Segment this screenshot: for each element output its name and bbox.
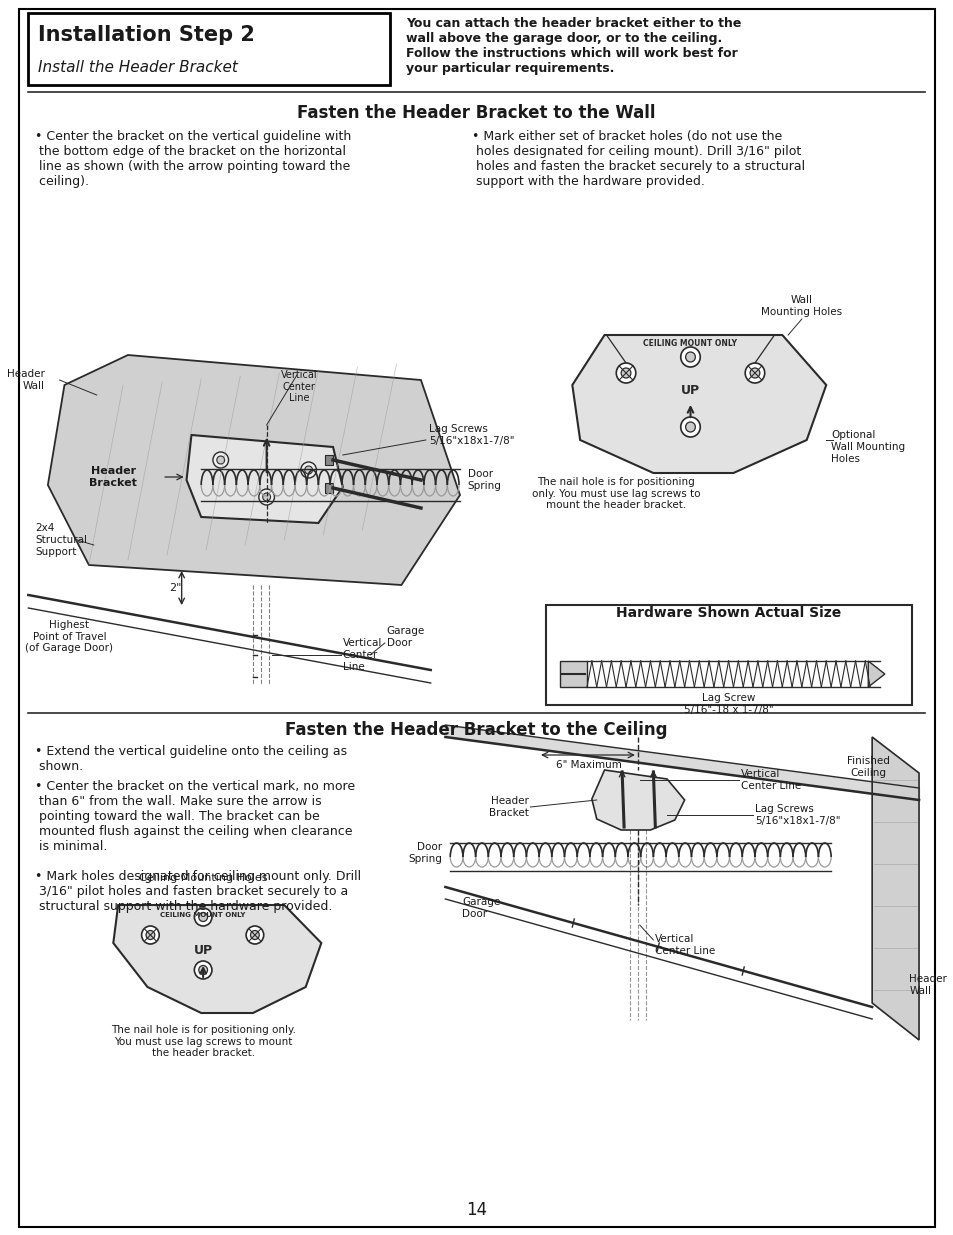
Bar	[29, 14, 389, 85]
Text: Vertical
Center Line: Vertical Center Line	[740, 769, 801, 790]
Text: Header
Wall: Header Wall	[7, 369, 45, 390]
Text: Lag Screws
5/16"x18x1-7/8": Lag Screws 5/16"x18x1-7/8"	[754, 804, 840, 826]
Bar	[559, 661, 586, 687]
Circle shape	[194, 961, 212, 979]
Text: Door
Spring: Door Spring	[467, 469, 501, 490]
Polygon shape	[113, 905, 321, 1013]
Text: • Extend the vertical guideline onto the ceiling as
 shown.: • Extend the vertical guideline onto the…	[35, 745, 347, 773]
Circle shape	[685, 422, 695, 432]
Text: Header
Bracket: Header Bracket	[90, 466, 137, 488]
Bar	[325, 483, 333, 493]
Circle shape	[262, 493, 271, 501]
Text: Garage
Door: Garage Door	[461, 897, 499, 919]
Text: Lag Screw
5/16"-18 x 1-7/8": Lag Screw 5/16"-18 x 1-7/8"	[683, 693, 773, 715]
Circle shape	[744, 363, 764, 383]
Circle shape	[304, 466, 313, 474]
Text: Hardware Shown Actual Size: Hardware Shown Actual Size	[616, 606, 841, 620]
Circle shape	[749, 368, 759, 378]
Bar	[545, 605, 911, 705]
Circle shape	[216, 456, 224, 464]
Text: CEILING MOUNT ONLY: CEILING MOUNT ONLY	[160, 911, 246, 918]
Circle shape	[146, 930, 154, 940]
Text: Vertical
Center
Line: Vertical Center Line	[342, 638, 382, 672]
Text: CEILING MOUNT ONLY: CEILING MOUNT ONLY	[643, 338, 737, 347]
Circle shape	[680, 417, 700, 437]
Text: Optional
Wall Mounting
Holes: Optional Wall Mounting Holes	[830, 431, 904, 463]
Circle shape	[258, 489, 274, 505]
Text: UP: UP	[680, 384, 700, 396]
Circle shape	[680, 347, 700, 367]
Text: Header
Wall: Header Wall	[908, 974, 946, 995]
Text: Finished
Ceiling: Finished Ceiling	[846, 756, 889, 778]
Text: 2x4
Structural
Support: 2x4 Structural Support	[35, 524, 87, 557]
Text: The nail hole is for positioning only.
You must use lag screws to mount
the head: The nail hole is for positioning only. Y…	[111, 1025, 295, 1058]
Circle shape	[685, 352, 695, 362]
Polygon shape	[572, 335, 825, 473]
Text: Vertical
Center Line: Vertical Center Line	[655, 934, 715, 956]
Circle shape	[198, 913, 208, 921]
Polygon shape	[48, 354, 459, 585]
Bar	[325, 454, 333, 466]
Circle shape	[620, 368, 630, 378]
Text: Install the Header Bracket: Install the Header Bracket	[38, 59, 237, 74]
Text: Door
Spring: Door Spring	[408, 842, 442, 863]
Text: Ceiling Mounting Holes: Ceiling Mounting Holes	[139, 873, 267, 883]
Text: 6" Maximum: 6" Maximum	[556, 760, 621, 769]
Text: 2": 2"	[169, 583, 181, 593]
Text: • Mark holes designated for ceiling mount only. Drill
 3/16" pilot holes and fas: • Mark holes designated for ceiling moun…	[35, 869, 361, 913]
Text: Installation Step 2: Installation Step 2	[38, 25, 254, 44]
Text: • Center the bracket on the vertical guideline with
 the bottom edge of the brac: • Center the bracket on the vertical gui…	[35, 130, 351, 188]
Text: Fasten the Header Bracket to the Ceiling: Fasten the Header Bracket to the Ceiling	[285, 721, 667, 739]
Circle shape	[251, 930, 259, 940]
Text: 14: 14	[466, 1200, 487, 1219]
Text: Wall
Mounting Holes: Wall Mounting Holes	[760, 295, 841, 317]
Circle shape	[616, 363, 635, 383]
Text: • Center the bracket on the vertical mark, no more
 than 6" from the wall. Make : • Center the bracket on the vertical mar…	[35, 781, 355, 853]
Text: UP: UP	[193, 944, 213, 956]
Circle shape	[198, 966, 208, 974]
Text: You can attach the header bracket either to the
wall above the garage door, or t: You can attach the header bracket either…	[406, 17, 740, 75]
Polygon shape	[591, 769, 684, 830]
Text: Garage
Door: Garage Door	[386, 626, 425, 648]
Text: The nail hole is for positioning
only. You must use lag screws to
mount the head: The nail hole is for positioning only. Y…	[532, 477, 700, 510]
Text: Header
Bracket: Header Bracket	[488, 797, 528, 818]
Text: Fasten the Header Bracket to the Wall: Fasten the Header Bracket to the Wall	[297, 104, 655, 122]
Text: Vertical
Center
Line: Vertical Center Line	[280, 370, 316, 403]
Circle shape	[246, 926, 263, 944]
Polygon shape	[871, 737, 918, 1040]
Circle shape	[194, 908, 212, 926]
Polygon shape	[867, 661, 884, 687]
Polygon shape	[187, 435, 342, 522]
Text: Lag Screws
5/16"x18x1-7/8": Lag Screws 5/16"x18x1-7/8"	[428, 424, 514, 446]
Text: Highest
Point of Travel
(of Garage Door): Highest Point of Travel (of Garage Door)	[26, 620, 113, 653]
Circle shape	[213, 452, 229, 468]
Circle shape	[300, 462, 316, 478]
Text: • Mark either set of bracket holes (do not use the
 holes designated for ceiling: • Mark either set of bracket holes (do n…	[471, 130, 804, 188]
Circle shape	[141, 926, 159, 944]
